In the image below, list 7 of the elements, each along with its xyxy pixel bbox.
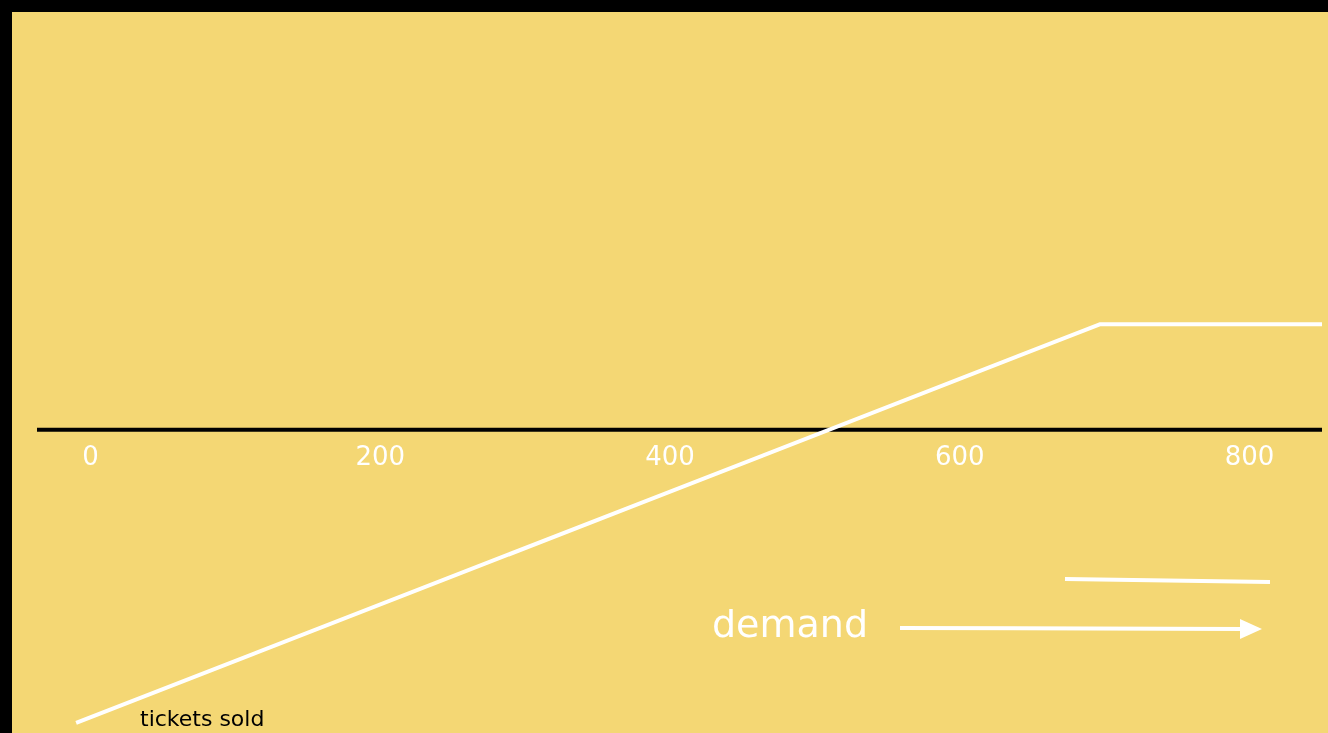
x-tick-label: 800 xyxy=(1224,441,1275,472)
x-tick-label: 400 xyxy=(645,441,695,472)
x-tick-label: 0 xyxy=(82,441,99,472)
x-tick-label: 200 xyxy=(355,441,406,472)
x-axis-title: tickets sold xyxy=(140,706,265,731)
x-tick-label: 600 xyxy=(935,441,985,472)
annotation: demand xyxy=(712,602,869,646)
